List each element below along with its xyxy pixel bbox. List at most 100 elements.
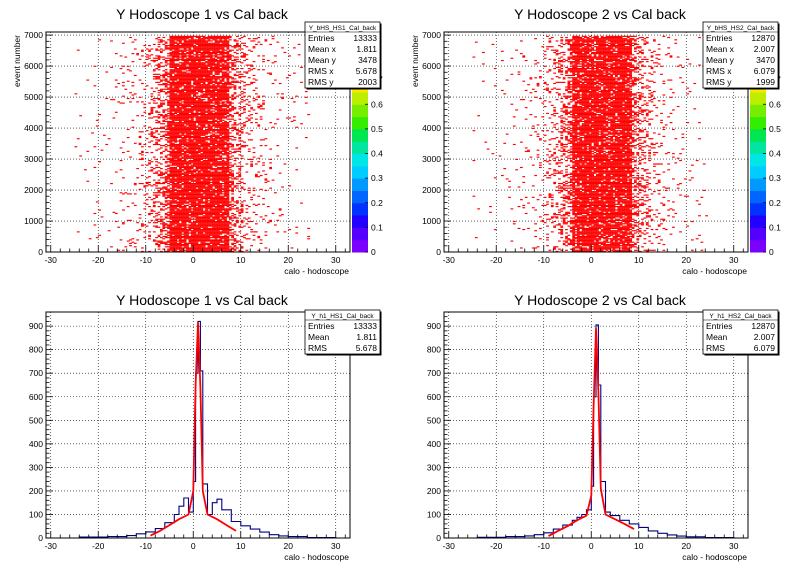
heatmap-cell xyxy=(174,131,177,132)
heatmap-cell xyxy=(174,67,177,68)
heatmap-cell xyxy=(205,116,208,117)
heatmap-cell xyxy=(210,105,213,106)
heatmap-cell xyxy=(174,238,177,239)
heatmap-cell xyxy=(265,180,268,181)
heatmap-cell xyxy=(307,236,310,237)
heatmap-cell xyxy=(210,116,213,117)
heatmap-cell xyxy=(265,129,268,130)
heatmap-cell xyxy=(217,147,220,148)
heatmap-cell xyxy=(177,220,180,221)
heatmap-cell xyxy=(248,221,251,222)
heatmap-cell xyxy=(177,117,180,118)
heatmap-cell xyxy=(162,121,165,122)
heatmap-cell xyxy=(217,137,220,138)
heatmap-cell xyxy=(272,180,275,181)
heatmap-cell xyxy=(234,226,237,227)
heatmap-cell xyxy=(198,172,201,173)
heatmap-cell xyxy=(162,70,165,71)
heatmap-cell xyxy=(189,180,192,181)
heatmap-cell xyxy=(172,59,175,60)
heatmap-cell xyxy=(165,92,168,93)
heatmap-cell xyxy=(212,169,215,170)
heatmap-cell xyxy=(222,126,225,127)
heatmap-cell xyxy=(210,144,213,145)
heatmap-cell xyxy=(181,229,184,230)
heatmap-cell xyxy=(243,122,246,123)
heatmap-cell xyxy=(212,193,215,194)
heatmap-cell xyxy=(215,82,218,83)
heatmap-cell xyxy=(143,208,146,209)
heatmap-cell xyxy=(186,177,189,178)
heatmap-cell xyxy=(224,176,227,177)
heatmap-cell xyxy=(210,121,213,122)
heatmap-cell xyxy=(174,175,177,176)
heatmap-cell xyxy=(212,221,215,222)
heatmap-cell xyxy=(196,84,199,85)
heatmap-cell xyxy=(219,80,222,81)
heatmap-cell xyxy=(300,203,303,204)
heatmap-cell xyxy=(158,195,161,196)
heatmap-cell xyxy=(158,241,161,242)
heatmap-cell xyxy=(177,222,180,223)
heatmap-cell xyxy=(139,97,142,98)
heatmap-cell xyxy=(162,224,165,225)
heatmap-cell xyxy=(260,189,263,190)
heatmap-cell xyxy=(205,74,208,75)
heatmap-cell xyxy=(179,114,182,115)
heatmap-cell xyxy=(177,190,180,191)
heatmap-cell xyxy=(205,200,208,201)
heatmap-cell xyxy=(191,150,194,151)
heatmap-cell xyxy=(158,192,161,193)
heatmap-cell xyxy=(198,219,201,220)
heatmap-cell xyxy=(208,91,211,92)
heatmap-cell xyxy=(200,216,203,217)
heatmap-cell xyxy=(198,136,201,137)
heatmap-cell xyxy=(139,59,142,60)
heatmap-cell xyxy=(238,131,241,132)
heatmap-cell xyxy=(253,147,256,148)
heatmap-cell xyxy=(172,143,175,144)
heatmap-cell xyxy=(189,229,192,230)
heatmap-cell xyxy=(141,223,144,224)
heatmap-cell xyxy=(205,207,208,208)
heatmap-cell xyxy=(143,126,146,127)
heatmap-cell xyxy=(224,86,227,87)
heatmap-cell xyxy=(165,169,168,170)
heatmap-cell xyxy=(217,100,220,101)
heatmap-cell xyxy=(167,123,170,124)
heatmap-cell xyxy=(162,91,165,92)
heatmap-cell xyxy=(205,168,208,169)
heatmap-cell xyxy=(191,111,194,112)
heatmap-cell xyxy=(181,129,184,130)
heatmap-cell xyxy=(210,149,213,150)
heatmap-cell xyxy=(203,101,206,102)
heatmap-cell xyxy=(158,74,161,75)
heatmap-cell xyxy=(217,244,220,245)
heatmap-cell xyxy=(167,76,170,77)
heatmap-cell xyxy=(132,85,135,86)
heatmap-cell xyxy=(205,80,208,81)
heatmap-cell xyxy=(174,163,177,164)
heatmap-cell xyxy=(148,113,151,114)
heatmap-cell xyxy=(172,155,175,156)
heatmap-cell xyxy=(219,199,222,200)
heatmap-cell xyxy=(217,61,220,62)
heatmap-cell xyxy=(255,205,258,206)
heatmap-cell xyxy=(177,199,180,200)
heatmap-cell xyxy=(179,237,182,238)
heatmap-cell xyxy=(217,230,220,231)
heatmap-cell xyxy=(222,115,225,116)
heatmap-cell xyxy=(215,107,218,108)
heatmap-cell xyxy=(227,62,230,63)
heatmap-cell xyxy=(231,184,234,185)
heatmap-cell xyxy=(227,198,230,199)
heatmap-cell xyxy=(198,246,201,247)
heatmap-cell xyxy=(174,196,177,197)
heatmap-cell xyxy=(189,243,192,244)
heatmap-cell xyxy=(193,86,196,87)
heatmap-cell xyxy=(172,99,175,100)
heatmap-cell xyxy=(224,168,227,169)
heatmap-cell xyxy=(200,231,203,232)
heatmap-cell xyxy=(155,227,158,228)
heatmap-cell xyxy=(229,105,232,106)
